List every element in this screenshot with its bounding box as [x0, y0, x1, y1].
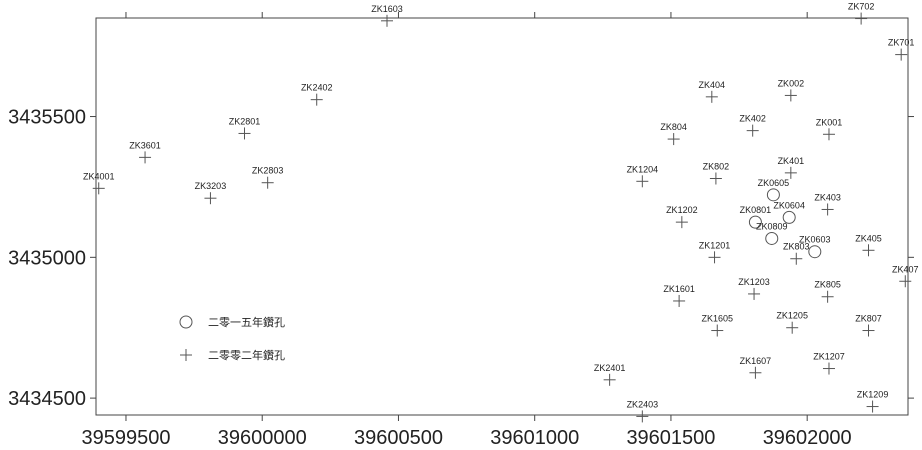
- plus-marker: [862, 244, 875, 257]
- circle-marker: [782, 210, 796, 224]
- point-label: ZK4001: [83, 171, 115, 181]
- point-label: ZK2803: [252, 166, 284, 176]
- plus-marker: [822, 362, 835, 375]
- point-label: ZK1601: [663, 284, 695, 294]
- plus-marker: [238, 127, 251, 140]
- plus-marker: [636, 175, 649, 188]
- legend-plus-marker: [180, 349, 192, 361]
- point-label: ZK803: [783, 242, 810, 252]
- circle-marker: [808, 245, 822, 259]
- circle-marker: [765, 231, 779, 245]
- plus-marker: [784, 89, 797, 102]
- point-label: ZK2401: [594, 363, 626, 373]
- plus-marker: [139, 151, 152, 164]
- plus-marker: [821, 203, 834, 216]
- point-label: ZK1209: [857, 390, 889, 400]
- plus-marker: [746, 124, 759, 137]
- legend-label: 二零零二年鑽孔: [208, 348, 285, 362]
- plus-marker: [636, 410, 649, 423]
- x-tick-label: 39599500: [81, 427, 170, 449]
- plus-marker: [786, 321, 799, 334]
- plus-marker: [673, 294, 686, 307]
- plus-marker: [748, 287, 761, 300]
- circle-marker: [748, 215, 762, 229]
- plus-marker: [822, 128, 835, 141]
- point-label: ZK804: [660, 122, 687, 132]
- x-tick-label: 39600000: [218, 427, 307, 449]
- point-label: ZK403: [814, 192, 841, 202]
- plus-marker: [790, 252, 803, 265]
- point-label: ZK0809: [756, 221, 788, 231]
- point-label: ZK1607: [740, 356, 772, 366]
- plus-marker: [675, 216, 688, 229]
- point-label: ZK807: [855, 314, 882, 324]
- point-label: ZK1205: [776, 311, 808, 321]
- point-label: ZK1605: [701, 314, 733, 324]
- point-label: ZK0603: [799, 235, 831, 245]
- plus-marker: [92, 182, 105, 195]
- point-label: ZK0605: [758, 178, 790, 188]
- plus-marker: [204, 192, 217, 205]
- point-label: ZK1207: [813, 352, 845, 362]
- plus-marker: [708, 251, 721, 264]
- point-label: ZK2801: [229, 116, 261, 126]
- plot-frame: [95, 17, 909, 416]
- plus-marker: [899, 275, 912, 288]
- legend-circle-marker: [179, 315, 193, 329]
- point-label: ZK805: [814, 280, 841, 290]
- legend-label: 二零一五年鑽孔: [208, 315, 285, 329]
- plus-marker: [709, 172, 722, 185]
- y-tick-label: 3435000: [8, 247, 86, 269]
- plus-marker: [784, 166, 797, 179]
- point-label: ZK1603: [371, 4, 403, 14]
- point-label: ZK2403: [627, 399, 659, 409]
- point-label: ZK1202: [666, 205, 698, 215]
- point-label: ZK1201: [699, 240, 731, 250]
- point-label: ZK407: [892, 264, 919, 274]
- plus-marker: [862, 324, 875, 337]
- circle-marker: [766, 188, 780, 202]
- point-label: ZK1204: [627, 164, 659, 174]
- point-label: ZK701: [888, 38, 915, 48]
- plus-marker: [381, 14, 394, 27]
- x-tick-label: 39600500: [354, 427, 443, 449]
- point-label: ZK702: [848, 2, 875, 12]
- plus-marker: [855, 12, 868, 25]
- y-tick-label: 3434500: [8, 388, 86, 410]
- point-label: ZK3203: [195, 181, 227, 191]
- point-label: ZK401: [778, 156, 805, 166]
- point-label: ZK1203: [738, 277, 770, 287]
- point-label: ZK0801: [740, 205, 772, 215]
- point-label: ZK802: [703, 161, 730, 171]
- plus-marker: [603, 373, 616, 386]
- point-label: ZK002: [778, 78, 805, 88]
- plus-marker: [310, 93, 323, 106]
- plus-marker: [895, 48, 908, 61]
- plus-marker: [711, 324, 724, 337]
- x-tick-label: 39602000: [763, 427, 852, 449]
- plus-marker: [821, 290, 834, 303]
- x-tick-label: 39601500: [626, 427, 715, 449]
- point-label: ZK001: [816, 117, 843, 127]
- point-label: ZK0604: [773, 200, 805, 210]
- plus-marker: [749, 366, 762, 379]
- point-label: ZK2402: [301, 83, 333, 93]
- point-label: ZK402: [739, 114, 766, 124]
- point-label: ZK404: [699, 80, 726, 90]
- plus-marker: [866, 400, 879, 413]
- point-label: ZK3601: [129, 140, 161, 150]
- plus-marker: [705, 90, 718, 103]
- x-tick-label: 39601000: [490, 427, 579, 449]
- plus-marker: [667, 133, 680, 146]
- y-tick-label: 3435500: [8, 107, 86, 129]
- plus-marker: [261, 176, 274, 189]
- point-label: ZK405: [855, 233, 882, 243]
